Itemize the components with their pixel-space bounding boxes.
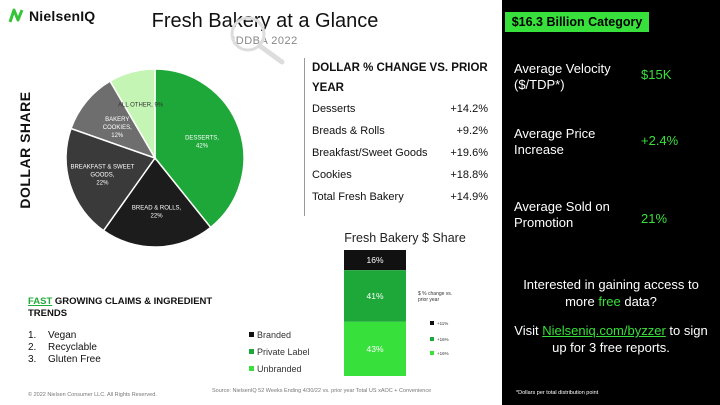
- pie-slice-label: BREAD & ROLLS, 22%: [132, 205, 182, 219]
- list-item-number: 2.: [28, 342, 37, 353]
- change-row-value: +18.8%: [450, 169, 488, 181]
- legend-item: Branded: [249, 326, 310, 343]
- bar-segment: [344, 250, 406, 271]
- change-row-cookies: Cookies +18.8%: [312, 164, 488, 186]
- stat-velocity-label: Average Velocity ($/TDP*): [514, 61, 611, 92]
- bar-legend: Branded Private Label Unbranded: [249, 326, 310, 377]
- stat-velocity-value: $15K: [641, 67, 672, 82]
- change-row-value: +14.2%: [450, 103, 488, 115]
- byzzer-link[interactable]: Nielseniq.com/byzzer: [542, 323, 666, 338]
- pie-slice: [65, 127, 157, 232]
- change-row-value: +14.9%: [450, 191, 488, 203]
- stat-price-label: Average Price Increase: [514, 126, 596, 157]
- bar-segment: [344, 321, 406, 376]
- bar-segment-label: 16%: [366, 255, 383, 265]
- nielseniq-logo-icon: [8, 8, 24, 23]
- bar-chart-title: Fresh Bakery $ Share: [344, 231, 466, 245]
- pie-slice-label: ALL OTHER, 9%: [118, 103, 164, 109]
- legend-label: Unbranded: [257, 363, 302, 374]
- change-row-label: Total Fresh Bakery: [312, 191, 404, 203]
- list-item: 1. Vegan: [28, 330, 228, 342]
- claims-list: 1. Vegan 2. Recyclable 3. Gluten Free: [28, 330, 228, 366]
- claims-title-highlight: FAST: [28, 296, 53, 307]
- change-marker-label: +11%: [437, 321, 448, 326]
- change-title: DOLLAR % CHANGE VS. PRIOR YEAR: [312, 62, 488, 94]
- legend-item: Private Label: [249, 343, 310, 360]
- bar-side-label: $ % change vs.: [418, 291, 452, 297]
- change-marker-label: +16%: [437, 351, 449, 356]
- cta-text: Interested in gaining access to more fre…: [508, 276, 714, 310]
- magnifier-icon: [230, 16, 285, 65]
- change-row-desserts: Desserts +14.2%: [312, 98, 488, 120]
- change-marker-label: +16%: [437, 337, 449, 342]
- pie-slice-label: BREAKFAST & SWEET GOODS, 22%: [70, 165, 134, 187]
- claims-title: FAST GROWING CLAIMS & INGREDIENT TRENDS: [28, 296, 228, 320]
- claims-title-rest: GROWING CLAIMS & INGREDIENT TRENDS: [28, 296, 213, 319]
- brand-logo: NielsenIQ: [8, 8, 95, 24]
- visit-text: Visit Nielseniq.com/byzzer to sign up fo…: [508, 322, 714, 356]
- change-row-label: Desserts: [312, 103, 356, 115]
- divider-line: [304, 58, 305, 216]
- source-text: Source: NielsenIQ 52 Weeks Ending 4/30/2…: [212, 388, 432, 394]
- change-marker: [430, 351, 434, 355]
- dollar-share-axis-label: DOLLAR SHARE: [17, 91, 33, 209]
- right-panel: [502, 0, 720, 405]
- bar-segment-label: 43%: [366, 344, 383, 354]
- change-row-label: Breads & Rolls: [312, 125, 385, 137]
- list-item-label: Vegan: [48, 330, 77, 341]
- list-item: 2. Recyclable: [28, 342, 228, 354]
- change-marker: [430, 321, 434, 325]
- list-item-number: 1.: [28, 330, 37, 341]
- cta-free-highlight: free: [598, 294, 621, 309]
- stat-price-value: +2.4%: [641, 133, 679, 148]
- change-row-value: +9.2%: [456, 125, 489, 137]
- bar-side-label: prior year: [418, 297, 439, 303]
- bar-segment: [344, 270, 406, 322]
- stat-promo-value: 21%: [641, 211, 668, 226]
- change-marker: [430, 337, 434, 341]
- bar-segment-label: 41%: [366, 291, 383, 301]
- pie-slice: [154, 68, 245, 229]
- legend-label: Branded: [257, 329, 292, 340]
- change-table: Desserts +14.2% Breads & Rolls +9.2% Bre…: [312, 98, 488, 208]
- list-item-number: 3.: [28, 354, 37, 365]
- pie-slice-label: DESSERTS, 42%: [185, 135, 219, 149]
- legend-swatch: [249, 332, 254, 337]
- cta-text-part1: Interested in gaining access to more: [523, 277, 699, 309]
- list-item-label: Recyclable: [48, 342, 97, 353]
- dollar-share-pie-chart: DESSERTS, 42% BREAD & ROLLS, 22% BREAKFAST &…: [65, 68, 245, 248]
- visit-suffix: to sign up for 3 free reports.: [552, 323, 708, 355]
- change-row-breads-rolls: Breads & Rolls +9.2%: [312, 120, 488, 142]
- change-row-value: +19.6%: [450, 147, 488, 159]
- legend-swatch: [249, 349, 254, 354]
- brand-name: NielsenIQ: [29, 8, 96, 24]
- change-row-label: Cookies: [312, 169, 352, 181]
- page-subtitle: IDDBA 2022: [232, 35, 298, 47]
- list-item-label: Gluten Free: [48, 354, 101, 365]
- bakery-share-stacked-bar-chart: 16% 41% 43% $ % change vs.prior year +11% +16…: [344, 250, 452, 376]
- legend-swatch: [249, 366, 254, 371]
- pie-slice: [109, 68, 156, 161]
- list-item: 3. Gluten Free: [28, 354, 228, 366]
- change-row-breakfast: Breakfast/Sweet Goods +19.6%: [312, 142, 488, 164]
- category-size-badge: $16.3 Billion Category: [505, 12, 649, 32]
- legend-label: Private Label: [257, 346, 310, 357]
- footnote-text: *Dollars per total distribution point: [516, 390, 599, 396]
- page-title: Fresh Bakery at a Glance: [151, 10, 379, 32]
- stat-promo-label: Average Sold on Promotion: [514, 199, 610, 230]
- legend-item: Unbranded: [249, 360, 310, 377]
- pie-slice-label: BAKERY COOKIES, 12%: [103, 117, 132, 139]
- claims-section: FAST GROWING CLAIMS & INGREDIENT TRENDS …: [28, 296, 228, 366]
- visit-prefix: Visit: [514, 323, 543, 338]
- change-row-total: Total Fresh Bakery +14.9%: [312, 186, 488, 208]
- pie-slice: [102, 156, 212, 248]
- copyright-text: © 2022 Nielsen Consumer LLC. All Rights …: [28, 392, 157, 398]
- change-row-label: Breakfast/Sweet Goods: [312, 147, 428, 159]
- cta-text-part2: data?: [620, 294, 657, 309]
